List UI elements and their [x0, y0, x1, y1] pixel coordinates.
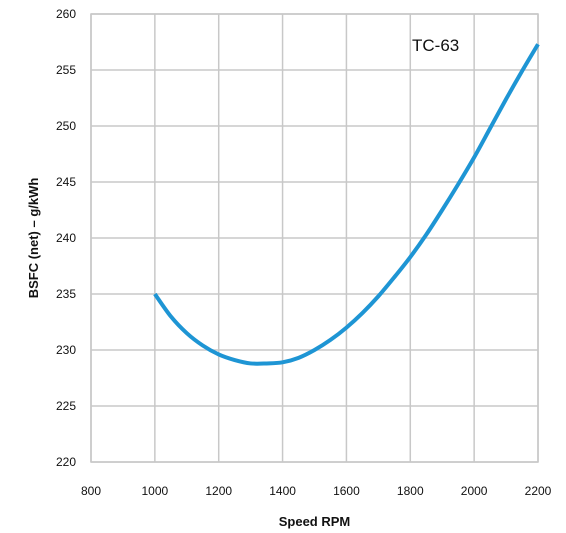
y-tick-label: 245: [56, 175, 76, 189]
x-tick-label: 2000: [461, 484, 488, 498]
y-tick-label: 240: [56, 231, 76, 245]
y-tick-label: 235: [56, 287, 76, 301]
y-tick-label: 255: [56, 63, 76, 77]
x-tick-labels: 800 1000 1200 1400 1600 1800 2000 2200: [81, 484, 552, 498]
y-tick-label: 260: [56, 7, 76, 21]
y-tick-labels: 220 225 230 235 240 245 250 255 260: [56, 7, 76, 469]
x-tick-label: 1800: [397, 484, 424, 498]
x-tick-label: 1200: [205, 484, 232, 498]
series-line: [153, 43, 540, 366]
x-tick-label: 800: [81, 484, 101, 498]
series-annotation: TC-63: [412, 36, 459, 55]
x-axis-title: Speed RPM: [279, 514, 351, 529]
y-tick-label: 250: [56, 119, 76, 133]
x-tick-label: 1400: [269, 484, 296, 498]
y-tick-label: 225: [56, 399, 76, 413]
y-axis-title: BSFC (net) – g/kWh: [26, 178, 41, 299]
y-tick-label: 220: [56, 455, 76, 469]
x-tick-label: 1600: [333, 484, 360, 498]
x-tick-label: 1000: [142, 484, 169, 498]
grid: [90, 13, 539, 463]
y-tick-label: 230: [56, 343, 76, 357]
series-layer: [153, 43, 540, 366]
x-tick-label: 2200: [525, 484, 552, 498]
